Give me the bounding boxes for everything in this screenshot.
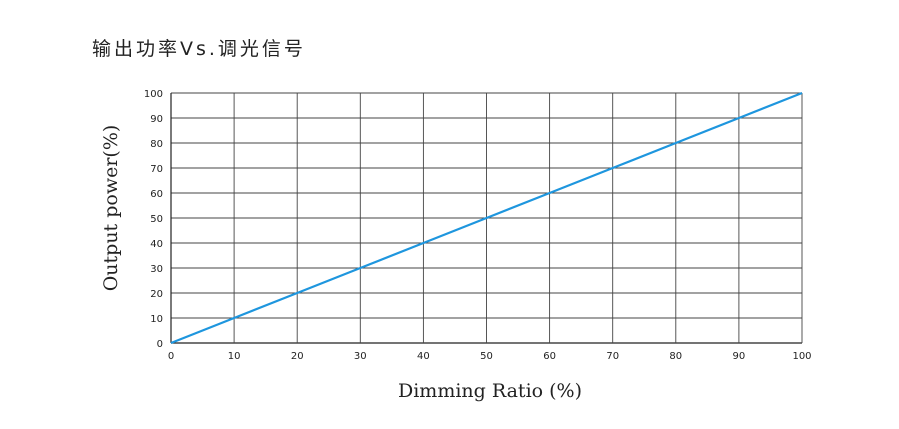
x-tick-label: 90 [733,351,746,362]
chart-title: 输出功率Vs.调光信号 [92,38,306,60]
x-tick-label: 30 [354,351,367,362]
x-tick-labels: 0 10 20 30 40 50 60 70 80 90 100 [168,351,812,362]
x-tick-label: 0 [168,351,174,362]
y-tick-label: 80 [150,139,163,150]
series-line [170,91,803,345]
x-tick-label: 100 [792,351,811,362]
x-tick-label: 80 [669,351,682,362]
x-tick-label: 20 [291,351,304,362]
y-tick-label: 20 [150,289,163,300]
y-tick-label: 10 [150,314,163,325]
y-tick-label: 90 [150,114,163,125]
y-tick-label: 0 [157,339,163,350]
y-tick-label: 40 [150,239,163,250]
x-tick-label: 60 [543,351,556,362]
y-tick-label: 50 [150,214,163,225]
x-tick-label: 10 [228,351,241,362]
y-axis-label: Output power(%) [100,125,122,292]
y-tick-label: 60 [150,189,163,200]
y-tick-label: 30 [150,264,163,275]
x-tick-label: 50 [480,351,493,362]
x-tick-label: 40 [417,351,430,362]
y-tick-labels: 0 10 20 30 40 50 60 70 80 90 100 [144,89,163,350]
plot-lines [170,91,803,345]
y-tick-label: 70 [150,164,163,175]
x-axis-label: Dimming Ratio (%) [398,380,582,402]
x-tick-label: 70 [606,351,619,362]
grid [170,92,803,344]
y-tick-label: 100 [144,89,163,100]
